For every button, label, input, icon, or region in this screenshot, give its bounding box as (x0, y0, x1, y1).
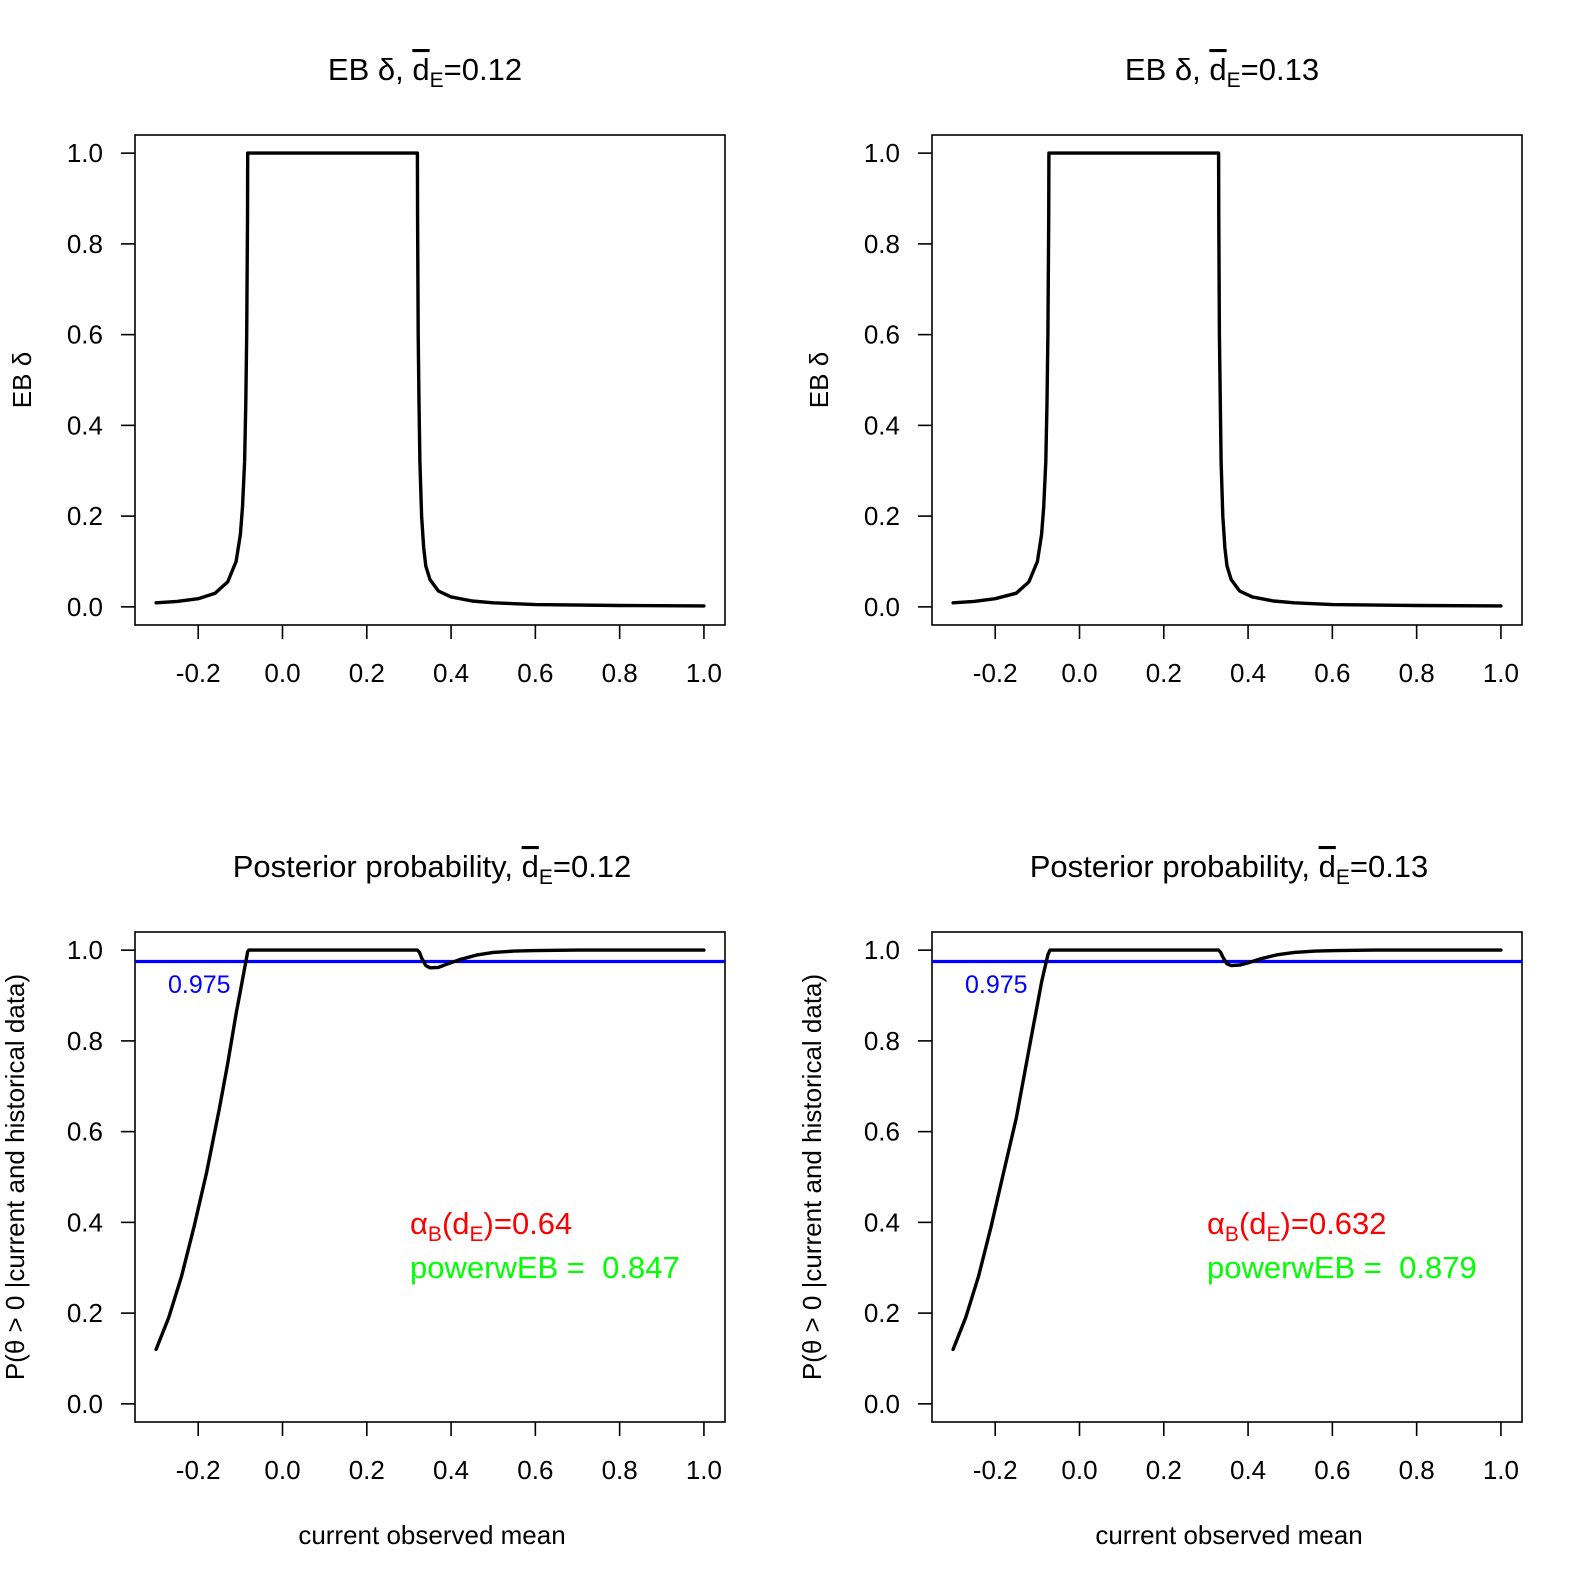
y-axis-label: P(θ > 0 |current and historical data) (0, 974, 30, 1380)
y-tick-label: 0.2 (864, 1298, 900, 1328)
x-axis: -0.2 0.0 0.2 0.4 0.6 0.8 1.0 (973, 1422, 1519, 1485)
x-tick-label: 1.0 (686, 658, 722, 688)
alpha-annotation: αB(dE)=0.632 (1207, 1206, 1387, 1246)
x-tick-label: 0.2 (1146, 1455, 1182, 1485)
series-line (154, 151, 706, 608)
x-tick-label: 0.0 (1061, 658, 1097, 688)
series-line (154, 948, 706, 1352)
y-tick-label: 0.0 (864, 592, 900, 622)
panel-eb-delta-013: EB δ, dE=0.13 EB δ -0.2 0.0 0.2 0.4 0.6 0.8 1.… (804, 52, 1523, 688)
x-axis: -0.2 0.0 0.2 0.4 0.6 0.8 1.0 (176, 625, 722, 688)
panel-posterior-013: Posterior probability, dE=0.13 P(θ > 0 |… (797, 849, 1523, 1550)
y-tick-label: 0.8 (864, 1026, 900, 1056)
x-tick-label: 0.0 (264, 658, 300, 688)
y-tick-label: 0.8 (67, 229, 103, 259)
panel-title: EB δ, dE=0.12 (328, 52, 522, 92)
x-axis: -0.2 0.0 0.2 0.4 0.6 0.8 1.0 (973, 625, 1519, 688)
y-tick-label: 0.8 (67, 1026, 103, 1056)
power-annotation: powerwEB = 0.847 (410, 1250, 680, 1285)
panel-title: EB δ, dE=0.13 (1125, 52, 1319, 92)
x-tick-label: 0.6 (1314, 1455, 1350, 1485)
x-tick-label: -0.2 (176, 658, 221, 688)
y-axis-label: EB δ (7, 352, 37, 408)
x-tick-label: 1.0 (1483, 658, 1519, 688)
x-tick-label: 1.0 (1483, 1455, 1519, 1485)
x-tick-label: 0.4 (1230, 1455, 1266, 1485)
x-tick-label: 0.2 (1146, 658, 1182, 688)
y-tick-label: 0.6 (864, 1117, 900, 1147)
series-line (951, 151, 1503, 608)
x-tick-label: 0.4 (433, 1455, 469, 1485)
plot-frame (134, 134, 726, 626)
y-tick-label: 0.4 (864, 1207, 900, 1237)
y-tick-label: 0.0 (67, 592, 103, 622)
x-tick-label: -0.2 (973, 1455, 1018, 1485)
power-annotation: powerwEB = 0.879 (1207, 1250, 1477, 1285)
x-axis-label: current observed mean (298, 1520, 565, 1550)
panel-title: Posterior probability, dE=0.13 (1030, 849, 1429, 889)
alpha-annotation: αB(dE)=0.64 (410, 1206, 572, 1246)
y-tick-label: 1.0 (67, 138, 103, 168)
plot-frame (134, 931, 726, 1423)
y-axis: 0.0 0.2 0.4 0.6 0.8 1.0 (864, 138, 932, 622)
y-tick-label: 0.8 (864, 229, 900, 259)
series-line (951, 948, 1503, 1352)
y-tick-label: 0.6 (67, 320, 103, 350)
y-tick-label: 0.2 (864, 501, 900, 531)
y-axis-label: P(θ > 0 |current and historical data) (797, 974, 827, 1380)
x-tick-label: 0.4 (1230, 658, 1266, 688)
y-tick-label: 0.2 (67, 501, 103, 531)
x-tick-label: 0.2 (349, 1455, 385, 1485)
y-tick-label: 1.0 (864, 935, 900, 965)
y-tick-label: 0.6 (67, 1117, 103, 1147)
plot-frame (931, 931, 1523, 1423)
y-tick-label: 0.4 (67, 1207, 103, 1237)
x-tick-label: 0.8 (1399, 1455, 1435, 1485)
y-axis: 0.0 0.2 0.4 0.6 0.8 1.0 (67, 935, 135, 1419)
plot-area (932, 948, 1522, 1352)
y-tick-label: 0.4 (864, 410, 900, 440)
threshold-label: 0.975 (168, 971, 231, 999)
y-tick-label: 1.0 (864, 138, 900, 168)
panel-posterior-012: Posterior probability, dE=0.12 P(θ > 0 |… (0, 849, 726, 1550)
y-tick-label: 0.4 (67, 410, 103, 440)
x-axis: -0.2 0.0 0.2 0.4 0.6 0.8 1.0 (176, 1422, 722, 1485)
y-axis: 0.0 0.2 0.4 0.6 0.8 1.0 (67, 138, 135, 622)
x-tick-label: 0.2 (349, 658, 385, 688)
plot-area (135, 948, 725, 1352)
plot-area (951, 151, 1503, 608)
y-axis: 0.0 0.2 0.4 0.6 0.8 1.0 (864, 935, 932, 1419)
y-tick-label: 0.0 (67, 1389, 103, 1419)
x-tick-label: 0.0 (1061, 1455, 1097, 1485)
plot-frame (931, 134, 1523, 626)
y-tick-label: 0.6 (864, 320, 900, 350)
x-tick-label: 0.4 (433, 658, 469, 688)
y-tick-label: 1.0 (67, 935, 103, 965)
y-tick-label: 0.0 (864, 1389, 900, 1419)
y-tick-label: 0.2 (67, 1298, 103, 1328)
plot-area (154, 151, 706, 608)
x-tick-label: 1.0 (686, 1455, 722, 1485)
panel-title: Posterior probability, dE=0.12 (233, 849, 632, 889)
x-tick-label: 0.8 (602, 658, 638, 688)
x-tick-label: 0.6 (1314, 658, 1350, 688)
x-tick-label: 0.8 (1399, 658, 1435, 688)
x-tick-label: -0.2 (973, 658, 1018, 688)
y-axis-label: EB δ (804, 352, 834, 408)
x-tick-label: 0.8 (602, 1455, 638, 1485)
threshold-label: 0.975 (965, 971, 1028, 999)
x-tick-label: 0.6 (517, 658, 553, 688)
x-tick-label: -0.2 (176, 1455, 221, 1485)
x-axis-label: current observed mean (1095, 1520, 1362, 1550)
panel-eb-delta-012: EB δ, dE=0.12 EB δ -0.2 0.0 0.2 0.4 0.6 0.8 1.… (7, 52, 726, 688)
x-tick-label: 0.6 (517, 1455, 553, 1485)
x-tick-label: 0.0 (264, 1455, 300, 1485)
